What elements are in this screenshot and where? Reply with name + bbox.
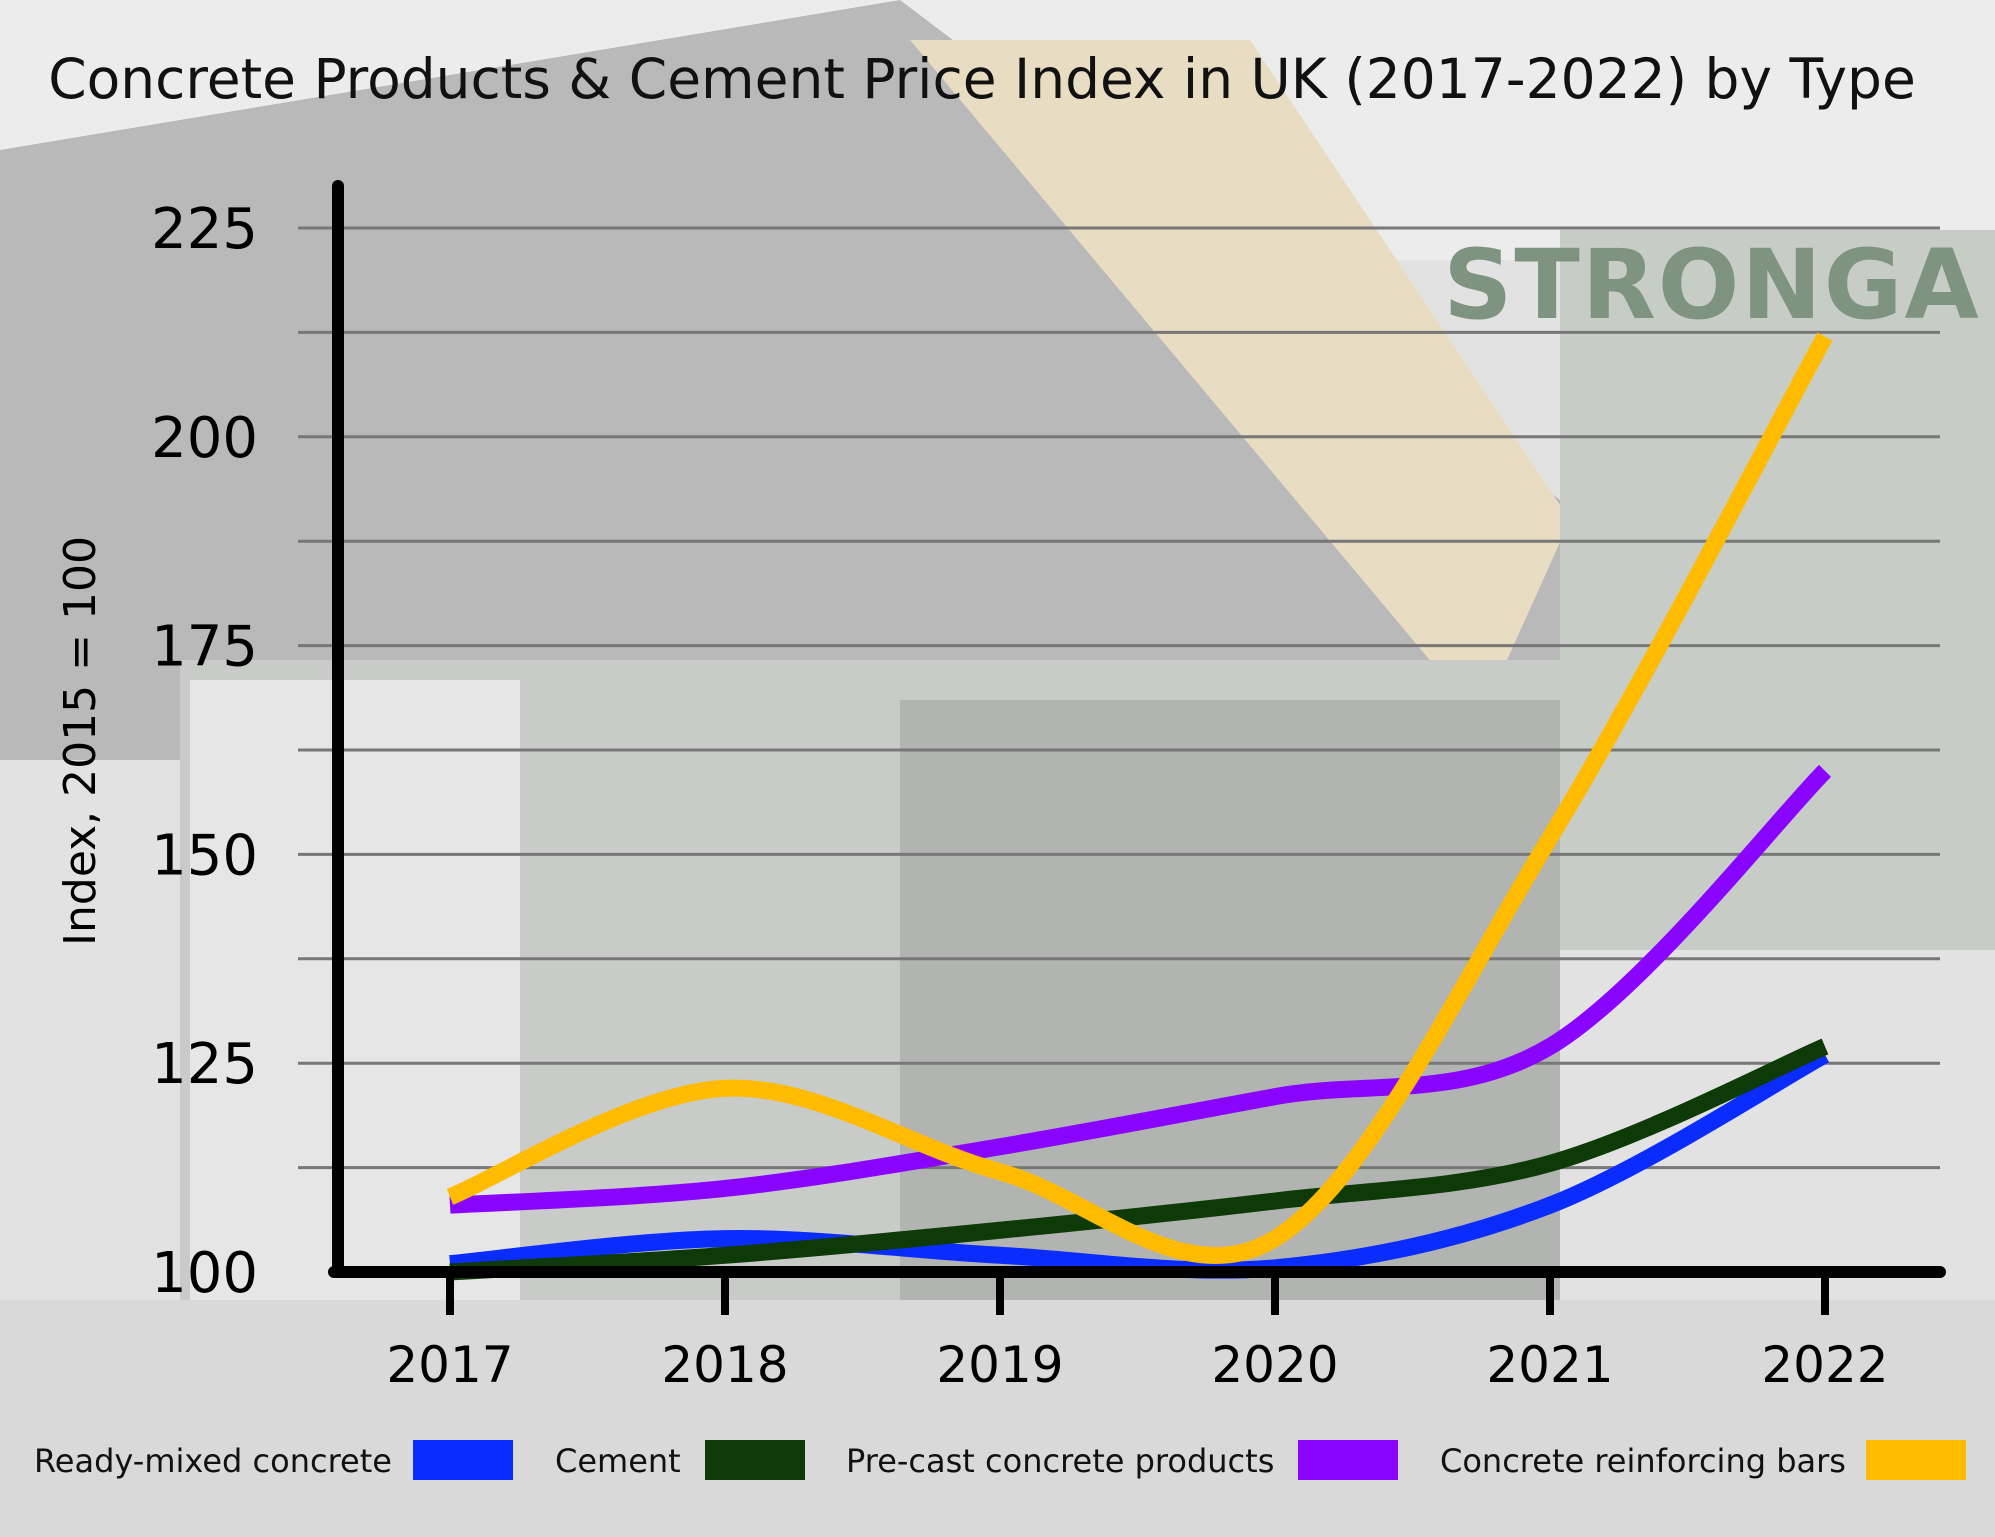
legend-swatch	[413, 1440, 513, 1480]
x-tick-label: 2021	[1486, 1336, 1613, 1394]
gridlines	[298, 226, 1940, 1170]
legend-swatch	[1866, 1440, 1966, 1480]
y-axis-label: Index, 2015 = 100	[55, 536, 106, 946]
legend: Ready-mixed concrete Cement Pre-cast concr…	[34, 1440, 1966, 1480]
axes	[328, 180, 1946, 1278]
x-tick-label: 2017	[386, 1336, 513, 1394]
series-line-concrete-reinforcing-bars	[446, 332, 1833, 1264]
legend-label: Cement	[555, 1442, 681, 1480]
legend-label: Ready-mixed concrete	[34, 1442, 392, 1480]
y-tick-label: 100	[151, 1241, 258, 1306]
y-axis-ticks: 100 125 150 175 200 225	[151, 197, 258, 1306]
x-tick-label: 2022	[1761, 1336, 1888, 1394]
y-tick-label: 125	[151, 1032, 258, 1097]
x-axis-ticks: 2017 2018 2019 2020 2021 2022	[386, 1272, 1889, 1394]
legend-swatch	[705, 1440, 805, 1480]
y-tick-label: 175	[151, 615, 258, 680]
x-tick-label: 2018	[661, 1336, 788, 1394]
series-line-pre-cast-concrete-products	[449, 764, 1832, 1214]
chart-title: Concrete Products & Cement Price Index i…	[48, 47, 1916, 111]
legend-swatch	[1298, 1440, 1398, 1480]
series-line-cement	[449, 1038, 1829, 1281]
y-tick-label: 150	[151, 823, 258, 888]
y-tick-label: 200	[151, 406, 258, 471]
legend-label: Concrete reinforcing bars	[1440, 1442, 1846, 1480]
legend-label: Pre-cast concrete products	[846, 1442, 1274, 1480]
x-tick-label: 2020	[1211, 1336, 1338, 1394]
brand-watermark: STRONGA	[1443, 229, 1981, 341]
x-tick-label: 2019	[936, 1336, 1063, 1394]
y-tick-label: 225	[151, 197, 258, 262]
